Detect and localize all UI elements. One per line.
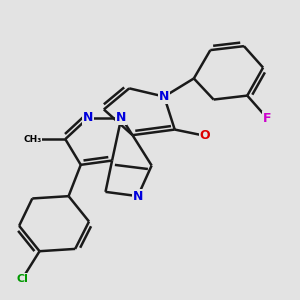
Text: N: N <box>133 190 143 203</box>
Text: CH₃: CH₃ <box>23 135 41 144</box>
Text: N: N <box>83 111 94 124</box>
Text: O: O <box>200 129 210 142</box>
Text: N: N <box>116 111 127 124</box>
Text: Cl: Cl <box>16 274 28 284</box>
Text: N: N <box>159 90 169 103</box>
Text: F: F <box>263 112 271 124</box>
